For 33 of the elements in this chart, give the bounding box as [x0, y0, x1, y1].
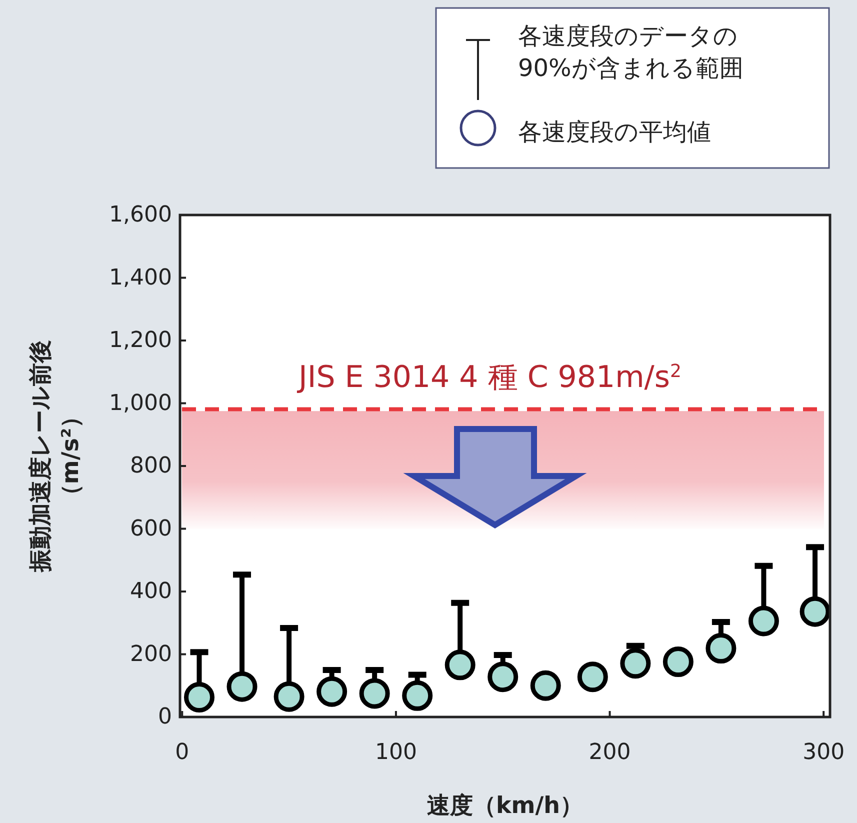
y-tick-label: 800 — [130, 454, 172, 478]
y-tick-label: 400 — [130, 579, 172, 604]
point — [800, 596, 830, 627]
point — [577, 662, 608, 692]
ref-line-label: JIS E 3014 4 種 C 981m/s$^{2}$ — [296, 360, 682, 396]
text: 各速度段のデータの 90%が含まれる範囲 — [518, 22, 744, 82]
point — [488, 662, 518, 692]
y-tick-label: 1,400 — [109, 265, 172, 290]
x-axis-title: 速度（km/h） — [426, 792, 584, 819]
x-tick-label: 100 — [374, 740, 417, 765]
point — [748, 606, 779, 636]
y-tick-label: 600 — [130, 516, 172, 542]
y-tick-label: 200 — [130, 642, 172, 667]
point — [274, 681, 304, 712]
point — [530, 670, 561, 701]
y-tick-label: 0 — [158, 704, 172, 730]
x-tick-label: 300 — [802, 740, 845, 765]
y-axis-title: 振動加速度レール前後（m/s²） — [27, 340, 84, 573]
x-tick-label: 200 — [588, 740, 631, 765]
point — [662, 646, 694, 678]
point — [359, 678, 390, 709]
point — [620, 648, 651, 679]
y-tick-label: 1,000 — [109, 390, 172, 416]
x-tick-label: 0 — [175, 740, 190, 765]
point — [316, 676, 348, 707]
point — [226, 671, 258, 702]
y-tick-label: 1,200 — [109, 328, 172, 353]
point — [184, 682, 214, 712]
text: 各速度段の平均値 — [518, 118, 711, 146]
point — [444, 650, 476, 680]
y-tick-label: 1,600 — [109, 202, 172, 228]
point — [706, 633, 736, 664]
point — [402, 680, 433, 711]
